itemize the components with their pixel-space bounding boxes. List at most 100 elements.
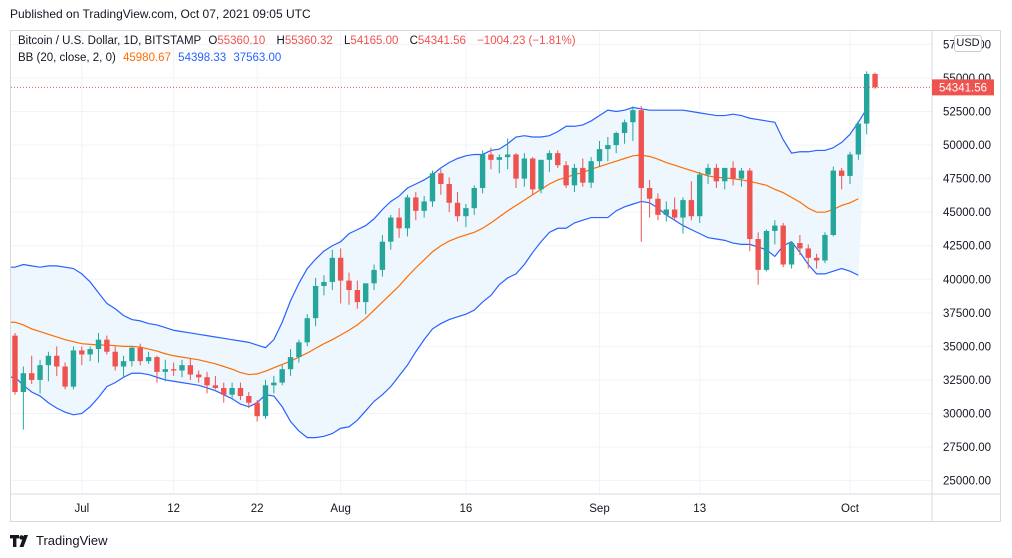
candle-body <box>421 201 427 211</box>
candle-body <box>312 285 319 319</box>
candle-body <box>521 158 528 179</box>
price-tick-label: 27500.00 <box>943 442 991 454</box>
candle-body <box>221 387 227 395</box>
candle-body <box>638 110 644 189</box>
candle-body <box>479 154 486 189</box>
footer-brand-label: TradingView <box>36 533 108 548</box>
time-tick-label: 13 <box>693 503 706 515</box>
candle-body <box>363 283 369 303</box>
candle-body <box>563 165 569 186</box>
time-tick-label: Sep <box>589 503 609 515</box>
candle-body <box>571 167 578 186</box>
candle-body <box>87 349 93 355</box>
candle-body <box>54 355 60 367</box>
candle-body <box>738 170 745 179</box>
bb-title[interactable]: BB (20, close, 2, 0) <box>18 52 116 64</box>
low-label: L <box>344 35 351 47</box>
bb-legend: BB (20, close, 2, 0) 45980.67 54398.33 3… <box>18 52 285 64</box>
candle-body <box>62 366 68 387</box>
candle-body <box>337 257 344 281</box>
candle-body <box>37 365 43 380</box>
candle-body <box>45 355 52 366</box>
chart-frame[interactable] <box>10 30 1001 522</box>
open-value: 55360.10 <box>217 35 266 47</box>
bb-basis-value: 45980.67 <box>123 52 171 64</box>
candle-body <box>538 159 544 190</box>
candle-body <box>555 153 561 166</box>
candle-body <box>713 167 720 182</box>
ohlc-legend: Bitcoin / U.S. Dollar, 1D, BITSTAMP O553… <box>18 35 580 47</box>
candle-body <box>129 347 135 362</box>
candle-body <box>388 217 394 242</box>
candle-body <box>354 290 361 303</box>
candle-body <box>805 248 811 258</box>
candle-body <box>29 373 35 380</box>
candle-body <box>864 73 870 124</box>
candle-body <box>179 365 185 371</box>
footer-brand[interactable]: TradingView <box>10 533 108 548</box>
published-caption: Published on TradingView.com, Oct 07, 20… <box>10 7 311 21</box>
candle-body <box>655 198 661 215</box>
candle-body <box>496 157 502 160</box>
candle-body <box>254 402 260 417</box>
candle-body <box>112 351 118 367</box>
candle-body <box>162 369 168 372</box>
candle-body <box>329 257 335 282</box>
price-tick-label: 35000.00 <box>943 341 991 353</box>
candle-body <box>104 339 110 352</box>
close-value: 54341.56 <box>417 35 466 47</box>
price-tick-label: 42500.00 <box>943 241 991 253</box>
candle-body <box>747 170 753 240</box>
candle-body <box>855 123 862 155</box>
candle-body <box>797 243 803 249</box>
candle-body <box>630 110 636 123</box>
candle-body <box>646 188 653 199</box>
price-tick-label: 30000.00 <box>943 408 991 420</box>
price-tick-label: 32500.00 <box>943 375 991 387</box>
candle-body <box>613 132 619 146</box>
candle-body <box>488 154 494 160</box>
price-tick-label: 50000.00 <box>943 140 991 152</box>
last-price-label: 54341.56 <box>939 82 987 94</box>
time-tick-label: 16 <box>460 503 473 515</box>
candle-body <box>396 217 402 229</box>
candle-body <box>663 209 669 215</box>
candle-body <box>321 281 327 286</box>
candle-body <box>730 167 736 179</box>
open-label: O <box>208 35 218 47</box>
bb-band-fill <box>11 107 867 438</box>
symbol-title[interactable]: Bitcoin / U.S. Dollar, 1D, BITSTAMP <box>18 35 202 47</box>
candle-body <box>170 369 177 371</box>
bb-upper-value: 54398.33 <box>178 52 227 64</box>
candle-body <box>588 161 594 183</box>
candle-body <box>830 170 836 235</box>
candle-body <box>454 202 461 217</box>
candle-body <box>705 167 711 175</box>
candle-body <box>688 200 695 217</box>
candle-body <box>237 387 244 397</box>
candle-body <box>722 167 728 182</box>
candle-body <box>346 280 352 291</box>
candle-body <box>438 173 444 184</box>
candle-body <box>20 373 27 393</box>
candle-body <box>304 318 310 343</box>
price-tick-label: 25000.00 <box>943 476 991 488</box>
bb-lower-value: 37563.00 <box>233 52 282 64</box>
candle-body <box>463 208 469 217</box>
candle-body <box>755 239 761 270</box>
candle-body <box>605 145 611 150</box>
candle-body <box>145 357 152 362</box>
currency-button[interactable]: USD <box>954 35 982 52</box>
candle-body <box>271 382 277 386</box>
candle-body <box>763 230 770 270</box>
candle-body <box>187 365 194 375</box>
time-tick-label: 12 <box>167 503 180 515</box>
candle-body <box>204 377 210 386</box>
candle-body <box>79 350 85 355</box>
candle-body <box>546 153 553 160</box>
candle-body <box>229 387 235 395</box>
close-label: C <box>409 35 418 47</box>
tradingview-logo-icon <box>10 534 28 547</box>
candle-body <box>137 347 143 362</box>
